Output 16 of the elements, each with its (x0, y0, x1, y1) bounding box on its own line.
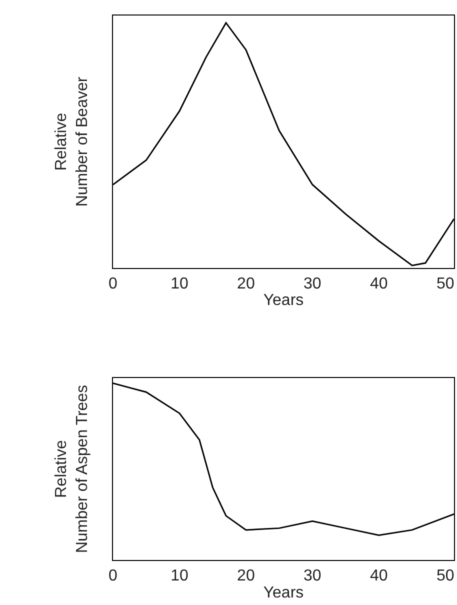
x-tick-label: 10 (170, 567, 188, 584)
x-tick-label: 0 (108, 567, 118, 584)
x-tick-label: 0 (108, 275, 118, 292)
x-tick-label: 40 (370, 275, 388, 292)
x-axis-title: Years (263, 292, 304, 310)
x-tick-label: 50 (436, 275, 454, 292)
x-tick-label: 30 (304, 567, 322, 584)
x-tick-label: 20 (237, 567, 255, 584)
x-axis-title: Years (263, 584, 304, 602)
x-tick-label: 30 (304, 275, 322, 292)
x-tick-label: 40 (370, 567, 388, 584)
x-tick-label: 10 (170, 275, 188, 292)
x-tick-label: 20 (237, 275, 255, 292)
y-axis-title: Relative Number of Beaver (53, 76, 91, 207)
x-tick-label: 50 (436, 567, 454, 584)
y-axis-title: Relative Number of Aspen Trees (53, 384, 91, 554)
